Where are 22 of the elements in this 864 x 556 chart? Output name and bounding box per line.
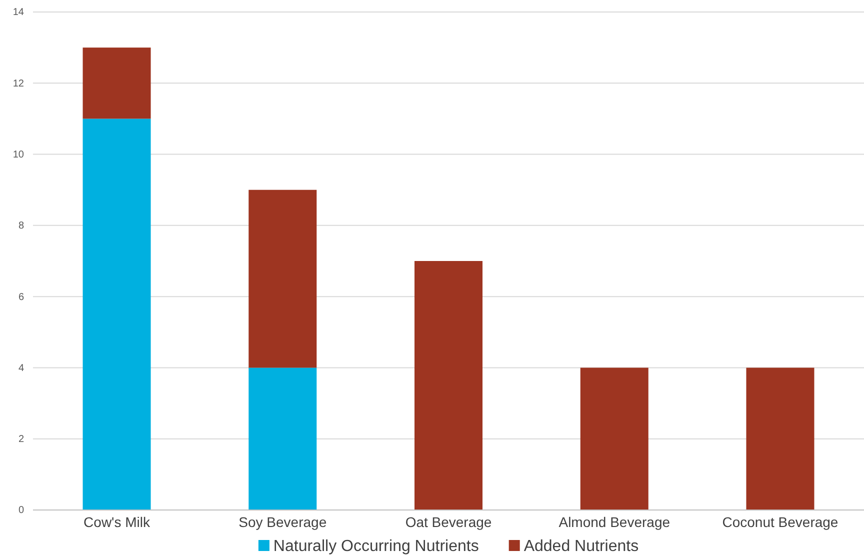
y-tick-label: 10 bbox=[12, 149, 24, 160]
x-tick-label: Oat Beverage bbox=[405, 514, 492, 530]
y-tick-label: 4 bbox=[18, 362, 24, 374]
legend-label: Naturally Occurring Nutrients bbox=[273, 538, 479, 555]
bar bbox=[82, 48, 151, 119]
bar bbox=[414, 261, 483, 510]
bar bbox=[248, 368, 317, 510]
bar bbox=[248, 190, 317, 368]
bar bbox=[82, 118, 151, 510]
y-tick-label: 0 bbox=[18, 505, 24, 516]
legend-label: Added Nutrients bbox=[524, 538, 639, 555]
y-tick-label: 12 bbox=[12, 78, 24, 90]
bar bbox=[580, 368, 648, 510]
x-tick-label: Almond Beverage bbox=[558, 514, 670, 530]
y-tick-label: 8 bbox=[18, 220, 24, 232]
y-tick-label: 14 bbox=[12, 7, 24, 18]
x-tick-label: Soy Beverage bbox=[238, 514, 327, 530]
x-tick-label: Cow's Milk bbox=[84, 514, 151, 530]
x-tick-label: Coconut Beverage bbox=[722, 514, 838, 530]
y-tick-label: 6 bbox=[18, 292, 24, 303]
y-tick-label: 2 bbox=[18, 434, 24, 446]
bar bbox=[746, 368, 814, 510]
